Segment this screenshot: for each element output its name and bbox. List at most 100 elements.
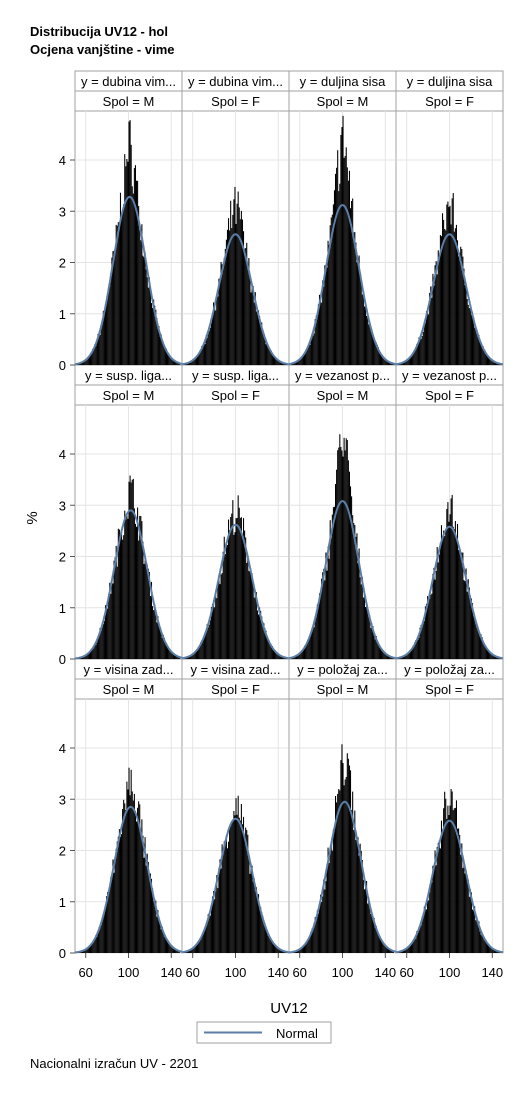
histogram-bar — [198, 355, 200, 365]
histogram-bar — [425, 603, 428, 659]
histogram-bar — [385, 945, 387, 953]
histogram-bar — [367, 317, 369, 365]
histogram-bar — [327, 847, 329, 953]
histogram-bar — [432, 865, 434, 953]
histogram-bar — [385, 653, 387, 659]
histogram-bar — [106, 606, 108, 659]
histogram-bar — [464, 873, 466, 953]
histogram-bar — [491, 654, 493, 659]
histogram-bar — [279, 360, 281, 365]
histogram-bar — [342, 115, 344, 366]
histogram-bar — [374, 341, 376, 365]
histogram-bar — [282, 656, 284, 659]
histogram-bar — [360, 850, 362, 953]
histogram-bar — [140, 515, 142, 659]
histogram-bar — [199, 645, 201, 659]
histogram-bar — [100, 924, 102, 953]
histogram-bar — [480, 342, 482, 365]
histogram-bar — [188, 950, 190, 953]
histogram-bar — [127, 161, 129, 365]
histogram-bar — [408, 651, 410, 659]
histogram-bar — [389, 362, 391, 365]
histogram-bar — [154, 604, 156, 659]
histogram-bar — [247, 266, 249, 365]
histogram-bar — [338, 789, 340, 953]
histogram-bar — [317, 913, 319, 953]
histogram-bar — [402, 362, 404, 365]
histogram-bar — [152, 888, 154, 953]
histogram-bar — [165, 348, 168, 365]
histogram-bar — [202, 932, 204, 953]
histogram-bar — [236, 517, 238, 659]
histogram-bar — [255, 592, 257, 659]
histogram-bar — [458, 256, 460, 365]
normal-curve — [74, 509, 183, 660]
histogram-bar — [82, 950, 84, 953]
histogram-bar — [114, 858, 116, 953]
histogram-bar — [99, 925, 101, 953]
histogram-bar — [209, 620, 211, 659]
histogram-bar — [299, 651, 301, 659]
histogram-bar — [368, 616, 370, 659]
histogram-bar — [230, 200, 232, 365]
histogram-bar — [242, 231, 245, 365]
histogram-bar — [430, 594, 432, 659]
histogram-bar — [460, 854, 462, 953]
histogram-bar — [238, 507, 240, 659]
panel-header-label: y = položaj za... — [297, 662, 388, 677]
histogram-bar — [461, 843, 463, 953]
histogram-bar — [294, 656, 296, 659]
histogram-bar — [126, 781, 128, 953]
histogram-bar — [493, 948, 495, 953]
histogram-bar — [436, 274, 438, 365]
x-tick-label: 60 — [292, 965, 306, 980]
histogram-bar — [360, 282, 362, 365]
histogram-bar — [453, 529, 455, 659]
histogram-bar — [493, 655, 495, 659]
histogram-bar — [310, 631, 312, 659]
histogram-bar — [253, 302, 255, 365]
histogram-bar — [272, 354, 275, 365]
histogram-bar — [347, 460, 349, 659]
histogram-bar — [352, 791, 354, 953]
histogram-bar — [223, 536, 225, 659]
histogram-bar — [478, 921, 480, 953]
histogram-bar — [84, 950, 86, 953]
histogram-bar — [385, 359, 387, 365]
histogram-bar — [310, 340, 312, 365]
histogram-bar — [420, 624, 422, 659]
panel-header-label: y = položaj za... — [404, 662, 495, 677]
histogram-bar — [383, 357, 385, 365]
histogram-bar — [378, 353, 380, 365]
histogram-bar — [160, 334, 162, 365]
histogram-bar — [469, 595, 471, 659]
histogram-bar — [363, 306, 365, 365]
histogram-bar — [453, 808, 455, 953]
histogram-bar — [159, 921, 161, 953]
histogram-bar — [356, 533, 358, 659]
histogram-bar — [375, 342, 377, 365]
histogram-bar — [357, 563, 359, 659]
histogram-bar — [312, 928, 314, 953]
histogram-bar — [274, 945, 276, 953]
histogram-bar — [208, 915, 210, 953]
histogram-bar — [156, 916, 158, 953]
histogram-bar — [92, 648, 94, 659]
histogram-bar — [271, 942, 273, 953]
histogram-bar — [140, 830, 142, 953]
histogram-bar — [322, 572, 324, 659]
histogram-bar — [372, 626, 374, 659]
histogram-bar — [371, 912, 373, 953]
histogram-bar — [246, 242, 248, 365]
legend-box — [196, 1021, 332, 1044]
histogram-bar — [301, 947, 303, 953]
histogram-bar — [301, 355, 303, 365]
normal-curve — [395, 525, 504, 660]
histogram-bar — [188, 362, 190, 365]
histogram-bar — [189, 950, 191, 953]
histogram-bar — [323, 879, 325, 953]
histogram-bar — [177, 656, 179, 659]
histogram-bar — [125, 166, 127, 365]
histogram-bar — [204, 344, 206, 365]
histogram-bar — [449, 805, 451, 953]
